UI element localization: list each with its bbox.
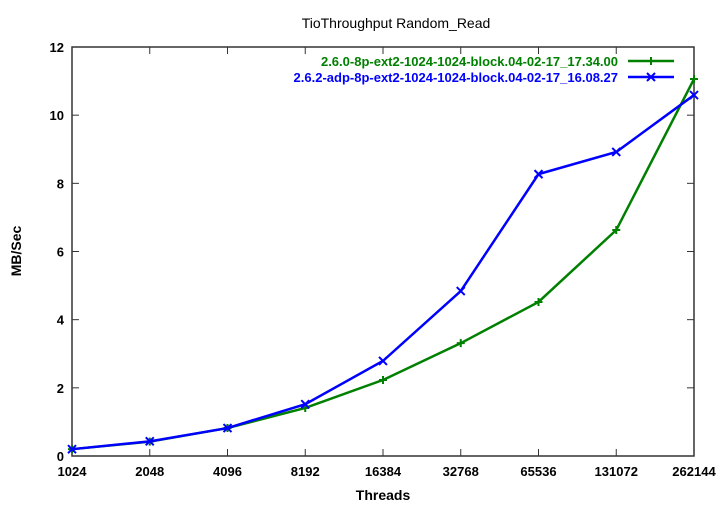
data-point-marker — [647, 57, 655, 65]
y-tick-label: 12 — [50, 40, 64, 55]
series-line-2 — [71, 94, 695, 451]
x-tick-label: 4096 — [213, 464, 242, 479]
x-tick-label: 2048 — [135, 464, 164, 479]
data-point-marker — [456, 339, 465, 348]
legend-entry-label: 2.6.2-adp-8p-ext2-1024-1024-block.04-02-… — [294, 70, 618, 85]
data-point-marker — [456, 286, 466, 296]
data-point-marker — [379, 375, 387, 384]
y-tick-label: 2 — [57, 381, 64, 396]
chart-title: TioThroughput Random_Read — [302, 15, 491, 31]
data-point-marker — [690, 75, 698, 84]
data-point-marker — [145, 436, 155, 447]
data-point-marker — [67, 444, 77, 454]
series-line-1 — [71, 78, 696, 451]
data-point-marker — [689, 90, 699, 100]
y-tick-label: 10 — [50, 108, 64, 123]
data-point-marker — [534, 297, 543, 306]
x-tick-label: 131072 — [595, 464, 638, 479]
data-point-marker — [646, 72, 656, 82]
data-point-marker — [300, 399, 310, 409]
x-tick-label: 65536 — [520, 464, 556, 479]
plot-frame — [71, 46, 695, 457]
data-point-marker — [378, 356, 388, 366]
x-tick-label: 8192 — [291, 464, 320, 479]
x-tick-label: 262144 — [672, 464, 716, 479]
x-tick-label: 32768 — [443, 464, 479, 479]
y-tick-label: 4 — [57, 313, 65, 328]
legend-entry-label: 2.6.0-8p-ext2-1024-1024-block.04-02-17_1… — [321, 54, 618, 69]
data-point-marker — [611, 147, 621, 157]
y-tick-label: 8 — [57, 176, 64, 191]
x-tick-label: 16384 — [365, 464, 402, 479]
data-point-marker — [612, 226, 621, 235]
data-point-marker — [533, 169, 544, 179]
y-axis-label: MB/Sec — [8, 226, 24, 277]
data-point-marker — [222, 423, 233, 433]
y-tick-label: 0 — [57, 449, 64, 464]
x-axis-label: Threads — [356, 487, 411, 503]
y-tick-label: 6 — [57, 245, 64, 260]
x-tick-label: 1024 — [58, 464, 88, 479]
